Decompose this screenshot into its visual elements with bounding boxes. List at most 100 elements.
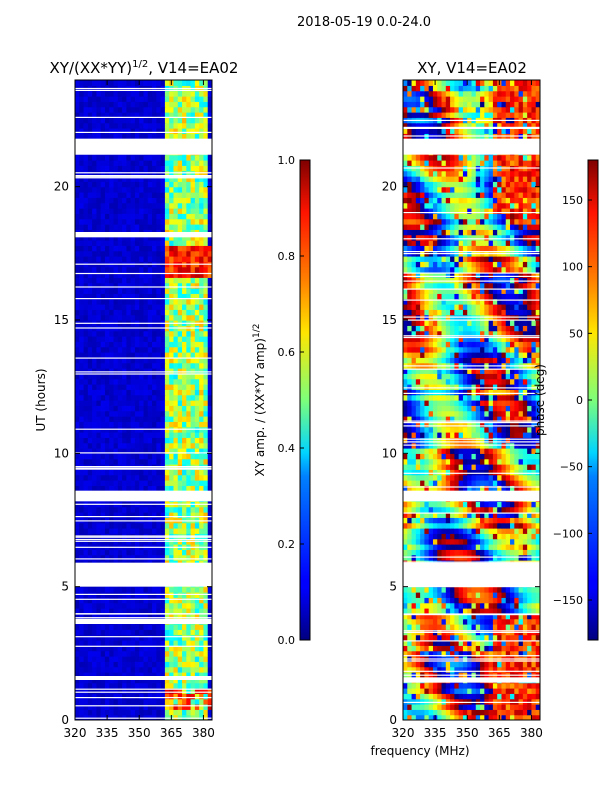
heatmap-cell [432,704,438,710]
heatmap-cell [100,309,106,316]
heatmap-cell [535,661,540,668]
heatmap-cell [96,96,102,102]
heatmap-cell [152,474,157,481]
heatmap-cell [182,197,187,204]
heatmap-cell [83,122,89,129]
heatmap-cell [134,352,140,358]
heatmap-cell [182,240,187,246]
heatmap-cell [173,442,179,449]
heatmap-cell [113,192,119,198]
heatmap-cell [467,586,473,593]
heatmap-cell [143,352,149,358]
heatmap-cell [113,394,119,401]
heatmap-cell [480,597,485,604]
heatmap-cell [104,181,110,188]
heatmap-cell [100,682,106,689]
heatmap-cell [130,298,136,305]
heatmap-cell [518,650,524,657]
heatmap-cell [130,288,136,294]
heatmap-cell [75,133,80,140]
heatmap-cell [160,176,166,182]
heatmap-cell [182,256,187,262]
scan-separator [75,535,212,537]
heatmap-cell [75,672,80,678]
heatmap-cell [134,288,140,294]
heatmap-cell [104,293,110,300]
heatmap-cell [186,672,192,678]
heatmap-cell [492,586,498,593]
heatmap-cell [134,80,140,86]
heatmap-cell [117,122,123,129]
heatmap-cell [182,624,187,630]
heatmap-cell [126,298,132,305]
heatmap-cell [122,346,127,353]
heatmap-cell [87,256,93,262]
heatmap-cell [492,704,498,710]
heatmap-cell [109,389,115,396]
heatmap-cell [147,688,153,694]
heatmap-cell [156,517,162,524]
heatmap-cell [186,602,192,609]
heatmap-cell [169,480,175,486]
heatmap-cell [79,384,85,390]
heatmap-cell [450,661,455,668]
heatmap-cell [437,666,443,673]
heatmap-cell [117,528,123,534]
heatmap-cell [454,618,460,625]
scan-separator [75,371,212,373]
heatmap-cell [109,197,115,204]
heatmap-cell [113,448,119,454]
heatmap-cell [420,597,426,604]
heatmap-cell [501,608,507,614]
heatmap-cell [199,208,205,214]
heatmap-cell [160,282,166,289]
heatmap-cell [497,693,503,700]
scan-separator [75,298,212,300]
heatmap-cell [139,661,145,668]
heatmap-cell [527,640,533,646]
heatmap-cell [194,277,200,284]
heatmap-cell [518,592,524,598]
heatmap-cell [139,277,145,284]
heatmap-cell [104,693,110,700]
heatmap-cell [454,661,460,668]
heatmap-cell [160,224,166,230]
heatmap-cell [164,352,170,358]
heatmap-cell [156,512,162,518]
heatmap-cell [100,341,106,348]
heatmap-cell [130,277,136,284]
heatmap-cell [190,656,196,662]
heatmap-cell [156,666,162,673]
heatmap-cell [79,661,85,668]
heatmap-cell [173,181,179,188]
heatmap-cell [75,597,80,604]
heatmap-cell [177,666,183,673]
heatmap-cell [199,213,205,220]
heatmap-cell [432,608,438,614]
heatmap-cell [134,90,140,97]
heatmap-cell [420,624,426,630]
heatmap-cell [75,266,80,273]
heatmap-cell [152,309,157,316]
heatmap-cell [522,650,528,657]
heatmap-cell [199,453,205,460]
heatmap-cell [177,213,183,220]
heatmap-cell [100,474,106,481]
heatmap-cell [182,645,187,652]
heatmap-cell [497,549,503,556]
heatmap-cell [83,266,89,273]
heatmap-cell [182,362,187,369]
heatmap-cell [207,277,212,284]
heatmap-cell [130,368,136,374]
heatmap-cell [109,240,115,246]
heatmap-cell [113,117,119,124]
heatmap-cell [117,346,123,353]
heatmap-cell [87,682,93,689]
heatmap-cell [134,442,140,449]
heatmap-cell [126,213,132,220]
heatmap-cell [471,586,477,593]
heatmap-cell [100,458,106,465]
heatmap-cell [152,272,157,278]
heatmap-cell [100,704,106,710]
heatmap-cell [480,613,485,620]
